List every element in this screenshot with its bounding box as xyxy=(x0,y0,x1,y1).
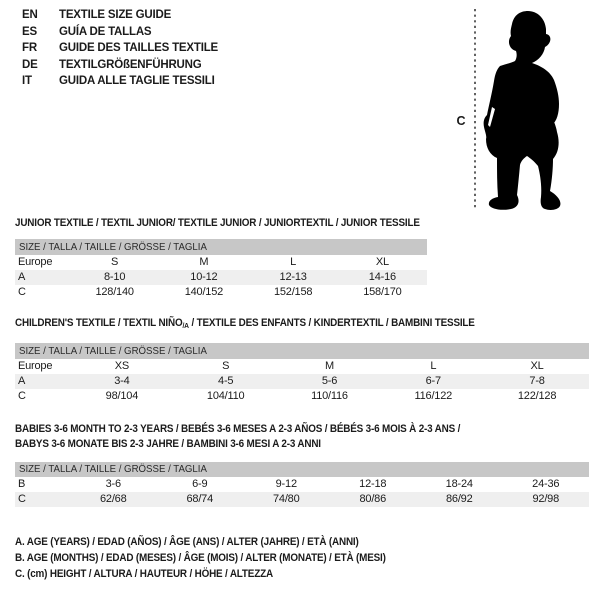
guide-title-fr: GUIDE DES TAILLES TEXTILE xyxy=(59,42,218,55)
value-cell: 12-13 xyxy=(279,271,307,283)
value-cell: 62/68 xyxy=(99,493,127,505)
value-cell: 9-12 xyxy=(275,478,297,490)
language-code: ES xyxy=(22,25,37,38)
size-header-bar: SIZE / TALLA / TAILLE / GRÖSSE / TAGLIA xyxy=(15,239,427,255)
baby-height-figure: C xyxy=(448,6,583,216)
junior-size-table: SIZE / TALLA / TAILLE / GRÖSSE / TAGLIA … xyxy=(15,239,427,300)
title-subscript: /A xyxy=(182,321,189,330)
size-cell: XS xyxy=(114,360,130,372)
language-row: IT GUIDA ALLE TAGLIE TESSILI xyxy=(22,73,218,90)
value-cell: 3-6 xyxy=(105,478,122,490)
language-code: IT xyxy=(22,75,32,88)
size-cell: S xyxy=(222,360,230,372)
legend-line-b: B. AGE (MONTHS) / EDAD (MESES) / ÂGE (MO… xyxy=(15,552,386,564)
value-cell: 122/128 xyxy=(517,390,557,402)
value-cell: 4-5 xyxy=(218,375,234,387)
legend-line-a: A. AGE (YEARS) / EDAD (AÑOS) / ÂGE (ANS)… xyxy=(15,536,359,548)
value-cell: 24-36 xyxy=(532,478,560,490)
value-cell: 10-12 xyxy=(190,271,218,283)
row-label: Europe xyxy=(18,256,53,268)
size-cell: XL xyxy=(375,256,389,268)
language-code: FR xyxy=(22,42,37,55)
table-row-height: C 128/140 140/152 152/158 158/170 xyxy=(15,285,427,300)
legend-line-c: C. (cm) HEIGHT / ALTURA / HAUTEUR / HÖHE… xyxy=(15,568,273,580)
row-label: C xyxy=(18,390,26,402)
value-cell: 140/152 xyxy=(184,286,224,298)
value-cell: 74/80 xyxy=(272,493,300,505)
guide-title-en: TEXTILE SIZE GUIDE xyxy=(59,9,172,21)
value-cell: 104/110 xyxy=(206,390,245,402)
guide-title-it: GUIDA ALLE TAGLIE TESSILI xyxy=(59,75,215,88)
babies-title-line2: BABYS 3-6 MONATE BIS 2-3 JAHRE / BAMBINI… xyxy=(15,437,321,450)
babies-title-line1: BABIES 3-6 MONTH TO 2-3 YEARS / BEBÉS 3-… xyxy=(15,423,461,435)
language-row: EN TEXTILE SIZE GUIDE xyxy=(22,7,218,24)
toddler-silhouette xyxy=(483,11,561,210)
value-cell: 152/158 xyxy=(273,286,313,298)
value-cell: 6-7 xyxy=(425,375,442,387)
value-cell: 3-4 xyxy=(114,375,130,387)
value-cell: 14-16 xyxy=(368,271,396,283)
guide-title-es: GUÍA DE TALLAS xyxy=(59,25,152,38)
value-cell: 98/104 xyxy=(105,390,139,402)
baby-silhouette-icon: C xyxy=(456,9,561,210)
row-label: Europe xyxy=(18,360,53,372)
value-cell: 18-24 xyxy=(445,478,473,490)
value-cell: 6-9 xyxy=(192,478,208,490)
table-row-age: A 3-4 4-5 5-6 6-7 7-8 xyxy=(15,374,589,389)
size-header-bar: SIZE / TALLA / TAILLE / GRÖSSE / TAGLIA xyxy=(15,462,589,477)
language-row: ES GUÍA DE TALLAS xyxy=(22,24,218,41)
row-label: A xyxy=(18,375,26,387)
value-cell: 158/170 xyxy=(363,286,402,298)
measure-legend: A. AGE (YEARS) / EDAD (AÑOS) / ÂGE (ANS)… xyxy=(15,534,427,582)
value-cell: 110/116 xyxy=(311,390,348,402)
babies-size-table: SIZE / TALLA / TAILLE / GRÖSSE / TAGLIA … xyxy=(15,462,589,507)
table-row-height: C 62/68 68/74 74/80 80/86 86/92 92/98 xyxy=(15,492,589,507)
language-row: FR GUIDE DES TAILLES TEXTILE xyxy=(22,40,218,57)
size-cell: M xyxy=(199,256,209,268)
table-row-sizes: Europe S M L XL xyxy=(15,255,427,270)
row-label: B xyxy=(18,478,26,490)
size-cell: S xyxy=(111,256,119,268)
language-row: DE TEXTILGRÖßENFÜHRUNG xyxy=(22,57,218,74)
value-cell: 8-10 xyxy=(104,271,126,283)
value-cell: 116/122 xyxy=(414,390,453,402)
table-row-height: C 98/104 104/110 110/116 116/122 122/128 xyxy=(15,389,589,404)
table-row-months: B 3-6 6-9 9-12 12-18 18-24 24-36 xyxy=(15,477,589,492)
value-cell: 80/86 xyxy=(359,493,387,505)
children-table-title: CHILDREN'S TEXTILE / TEXTIL NIÑO/A / TEX… xyxy=(15,317,475,330)
children-size-table: SIZE / TALLA / TAILLE / GRÖSSE / TAGLIA … xyxy=(15,343,589,404)
language-code: EN xyxy=(22,9,38,21)
babies-table-title: BABIES 3-6 MONTH TO 2-3 YEARS / BEBÉS 3-… xyxy=(15,422,460,451)
guide-title-de: TEXTILGRÖßENFÜHRUNG xyxy=(59,58,202,71)
value-cell: 92/98 xyxy=(532,493,560,505)
language-title-list: EN TEXTILE SIZE GUIDE ES GUÍA DE TALLAS … xyxy=(22,7,218,90)
value-cell: 12-18 xyxy=(359,478,387,490)
value-cell: 68/74 xyxy=(186,493,214,505)
language-code: DE xyxy=(22,58,38,71)
value-cell: 5-6 xyxy=(321,375,338,387)
row-label: C xyxy=(18,286,26,298)
value-cell: 7-8 xyxy=(529,375,545,387)
size-header-bar: SIZE / TALLA / TAILLE / GRÖSSE / TAGLIA xyxy=(15,343,589,359)
junior-table-title: JUNIOR TEXTILE / TEXTIL JUNIOR/ TEXTILE … xyxy=(15,217,420,229)
value-cell: 128/140 xyxy=(95,286,134,298)
row-label: A xyxy=(18,271,26,283)
value-cell: 86/92 xyxy=(445,493,473,505)
arm-gap-highlight xyxy=(488,107,495,127)
size-cell: L xyxy=(430,360,437,372)
size-cell: L xyxy=(290,256,297,268)
row-label: C xyxy=(18,493,26,505)
measure-label-c: C xyxy=(456,114,465,128)
table-row-sizes: Europe XS S M L XL xyxy=(15,359,589,374)
size-cell: XL xyxy=(530,360,544,372)
size-cell: M xyxy=(325,360,334,372)
table-row-age: A 8-10 10-12 12-13 14-16 xyxy=(15,270,427,285)
